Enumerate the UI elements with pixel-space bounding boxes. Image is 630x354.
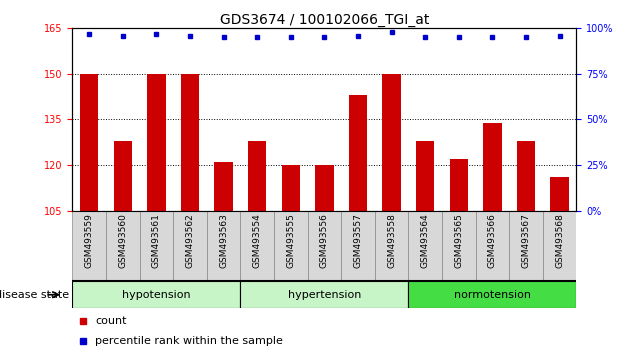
Bar bbox=[181, 74, 199, 211]
Text: GSM493566: GSM493566 bbox=[488, 213, 497, 268]
Title: GDS3674 / 100102066_TGI_at: GDS3674 / 100102066_TGI_at bbox=[220, 13, 429, 27]
Bar bbox=[476, 211, 509, 281]
Bar bbox=[106, 211, 140, 281]
Bar bbox=[450, 159, 468, 211]
Bar bbox=[72, 211, 106, 281]
Bar bbox=[483, 122, 501, 211]
Bar bbox=[551, 177, 569, 211]
Bar bbox=[375, 211, 408, 281]
Bar bbox=[113, 141, 132, 211]
Bar bbox=[382, 74, 401, 211]
Bar bbox=[442, 211, 476, 281]
Bar bbox=[408, 211, 442, 281]
Bar bbox=[214, 162, 233, 211]
Text: GSM493557: GSM493557 bbox=[353, 213, 362, 268]
Bar bbox=[248, 141, 266, 211]
Text: count: count bbox=[95, 316, 127, 326]
Text: normotension: normotension bbox=[454, 290, 531, 300]
Bar bbox=[282, 165, 300, 211]
Bar bbox=[509, 211, 543, 281]
Text: GSM493555: GSM493555 bbox=[287, 213, 295, 268]
Text: GSM493568: GSM493568 bbox=[555, 213, 564, 268]
Bar bbox=[543, 211, 576, 281]
Bar bbox=[173, 211, 207, 281]
Bar bbox=[241, 281, 408, 308]
Bar bbox=[72, 281, 241, 308]
Text: GSM493562: GSM493562 bbox=[186, 213, 195, 268]
Text: disease state: disease state bbox=[0, 290, 69, 300]
Text: GSM493558: GSM493558 bbox=[387, 213, 396, 268]
Bar bbox=[349, 95, 367, 211]
Text: hypotension: hypotension bbox=[122, 290, 191, 300]
Text: percentile rank within the sample: percentile rank within the sample bbox=[95, 336, 283, 346]
Bar bbox=[416, 141, 435, 211]
Bar bbox=[80, 74, 98, 211]
Bar bbox=[315, 165, 334, 211]
Text: GSM493563: GSM493563 bbox=[219, 213, 228, 268]
Text: GSM493567: GSM493567 bbox=[522, 213, 530, 268]
Bar bbox=[341, 211, 375, 281]
Text: GSM493565: GSM493565 bbox=[454, 213, 463, 268]
Text: GSM493559: GSM493559 bbox=[85, 213, 94, 268]
Text: GSM493561: GSM493561 bbox=[152, 213, 161, 268]
Text: GSM493554: GSM493554 bbox=[253, 213, 261, 268]
Text: GSM493564: GSM493564 bbox=[421, 213, 430, 268]
Bar bbox=[207, 211, 241, 281]
Text: hypertension: hypertension bbox=[288, 290, 361, 300]
Bar bbox=[147, 74, 166, 211]
Bar bbox=[307, 211, 341, 281]
Bar bbox=[274, 211, 307, 281]
Text: GSM493560: GSM493560 bbox=[118, 213, 127, 268]
Bar bbox=[408, 281, 576, 308]
Text: GSM493556: GSM493556 bbox=[320, 213, 329, 268]
Bar bbox=[241, 211, 274, 281]
Bar bbox=[140, 211, 173, 281]
Bar bbox=[517, 141, 536, 211]
